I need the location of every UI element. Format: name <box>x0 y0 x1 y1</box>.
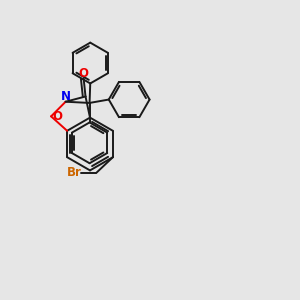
Text: Br: Br <box>67 166 82 179</box>
Text: O: O <box>53 110 63 123</box>
Text: N: N <box>61 90 70 104</box>
Text: O: O <box>78 67 88 80</box>
